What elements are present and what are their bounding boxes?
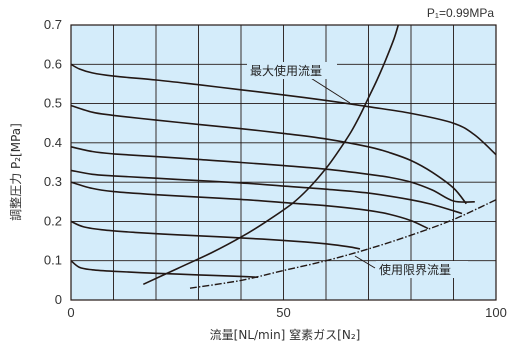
pressure-curve-4 [70,169,463,215]
pressure-curve-6 [70,220,361,250]
x-axis-title: 流量[NL/min] 窒素ガス[N₂] [210,327,361,342]
callouts: 最大使用流量 使用限界流量 [247,62,468,278]
y-tick-label: 0.3 [44,174,62,189]
y-tick-label: 0 [55,292,62,307]
pressure-curve-3 [70,146,475,203]
y-tick-label: 0.5 [44,96,62,111]
pressure-curve-5 [70,181,429,230]
pressure-curve-7 [70,260,259,278]
condition-note: P₁=0.99MPa [427,6,494,20]
max-flow-label: 最大使用流量 [250,63,322,78]
plot-frame [70,24,497,301]
max-flow-label-box [247,62,337,79]
use-limit-label: 使用限界流量 [379,262,451,277]
use-limit-curve [189,199,497,289]
y-tick-label: 0.6 [44,56,62,71]
pressure-curves [70,24,497,289]
y-tick-label: 0.7 [44,17,62,32]
y-tick-label: 0.2 [44,213,62,228]
max-flow-leader-line [305,74,351,104]
x-tick-label: 0 [67,305,74,320]
pressure-curve-1 [70,63,497,156]
y-axis-title: 調整圧力 P₂[MPa] [8,123,23,221]
y-tick-label: 0.1 [44,253,62,268]
use-limit-leader-line [354,255,376,269]
y-tick-label: 0.4 [44,135,62,150]
use-limit-label-box [376,261,468,278]
tick-labels: 0 0.1 0.2 0.3 0.4 0.5 0.6 0.7 0 50 100 [44,17,507,320]
max-flow-curve [142,24,400,286]
x-tick-label: 50 [276,305,290,320]
pressure-curve-2 [70,104,467,205]
x-tick-label: 100 [485,305,507,320]
